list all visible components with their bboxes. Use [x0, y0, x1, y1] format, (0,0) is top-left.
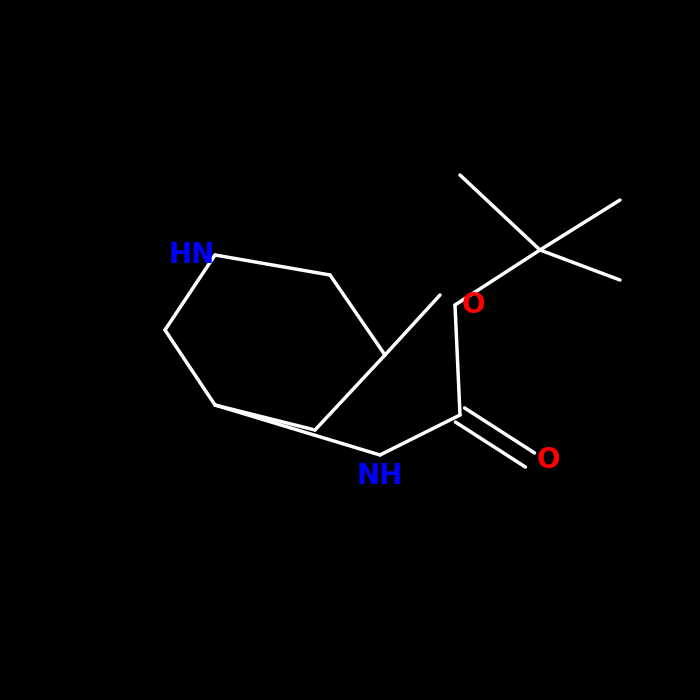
Text: O: O — [537, 446, 561, 474]
Text: HN: HN — [169, 241, 215, 269]
Text: O: O — [462, 291, 486, 319]
Text: NH: NH — [357, 462, 403, 490]
